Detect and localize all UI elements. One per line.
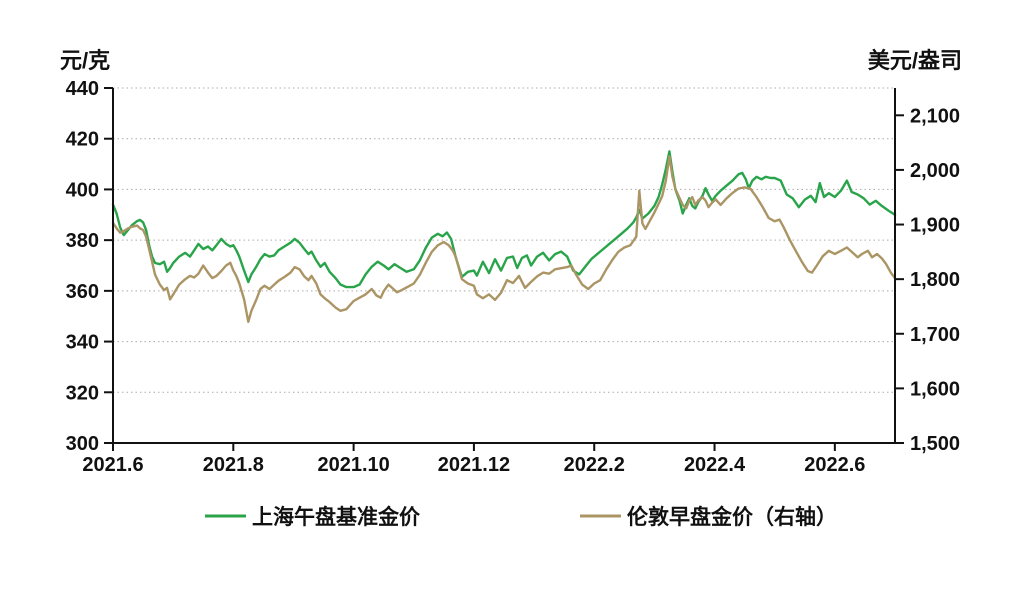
x-axis-tick-labels: 2021.6 2021.8 2021.10 2021.12 2022.2 2022.4 20… bbox=[82, 454, 865, 476]
left-axis-tick-labels: 300 320 340 360 380 400 420 440 bbox=[66, 78, 99, 455]
right-axis-tick-label: 1,700 bbox=[910, 324, 960, 346]
legend-label-london: 伦敦早盘金价（右轴） bbox=[627, 505, 837, 529]
left-axis-tick-label: 360 bbox=[66, 281, 99, 303]
left-axis-unit-label: 元/克 bbox=[60, 48, 110, 73]
left-axis-tick-label: 420 bbox=[66, 129, 99, 151]
axis-lines bbox=[112, 88, 896, 444]
x-axis-tick-label: 2021.10 bbox=[317, 454, 389, 476]
right-axis-tick-labels: 1,500 1,600 1,700 1,800 1,900 2,000 2,100 bbox=[910, 105, 960, 455]
tick-marks bbox=[104, 87, 904, 451]
series-lines bbox=[111, 150, 897, 323]
legend: 上海午盘基准金价 伦敦早盘金价（右轴） bbox=[205, 505, 837, 529]
right-axis-unit-label: 美元/盎司 bbox=[868, 48, 962, 73]
x-axis-tick-label: 2022.6 bbox=[804, 454, 865, 476]
right-axis-tick-label: 1,500 bbox=[910, 433, 960, 455]
x-axis-tick-label: 2022.2 bbox=[564, 454, 625, 476]
right-axis-tick-label: 1,800 bbox=[910, 269, 960, 291]
x-axis-tick-label: 2021.6 bbox=[82, 454, 143, 476]
left-axis-tick-label: 400 bbox=[66, 179, 99, 201]
x-axis-tick-label: 2021.12 bbox=[438, 454, 510, 476]
right-axis-tick-label: 2,100 bbox=[910, 105, 960, 127]
right-axis-tick-label: 1,900 bbox=[910, 215, 960, 237]
series-line-london bbox=[111, 155, 897, 323]
left-axis-tick-label: 440 bbox=[66, 78, 99, 100]
x-axis-tick-label: 2021.8 bbox=[203, 454, 264, 476]
x-axis-tick-label: 2022.4 bbox=[684, 454, 746, 476]
right-axis-tick-label: 2,000 bbox=[910, 160, 960, 182]
gridlines bbox=[113, 87, 895, 393]
left-axis-tick-label: 320 bbox=[66, 382, 99, 404]
left-axis-tick-label: 340 bbox=[66, 332, 99, 354]
left-axis-tick-label: 380 bbox=[66, 230, 99, 252]
left-axis-tick-label: 300 bbox=[66, 433, 99, 455]
right-axis-tick-label: 1,600 bbox=[910, 378, 960, 400]
legend-label-shanghai: 上海午盘基准金价 bbox=[252, 505, 421, 529]
